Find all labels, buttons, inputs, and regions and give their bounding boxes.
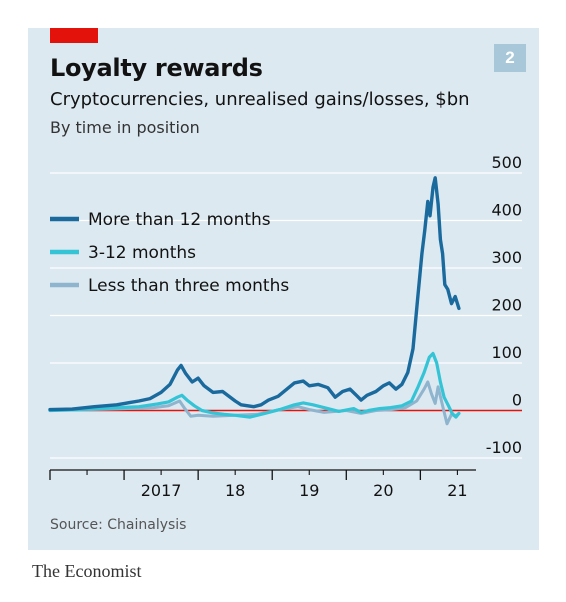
brand-red-tag [50,28,98,43]
series-line-more-than-12-months [48,176,461,412]
series-line-3-12-months [48,351,461,419]
axis-layer: -100 0 100 200 300 400 500 2017 18 19 20 21 [49,153,522,500]
series-layer [48,176,461,426]
x-tick-label: 18 [225,481,245,500]
x-tick-label: 20 [373,481,393,500]
chart-subtitle: Cryptocurrencies, unrealised gains/losse… [50,89,470,110]
legend-label: 3-12 months [88,243,196,263]
y-tick-label: 0 [512,391,522,410]
y-tick-label: 500 [491,153,522,172]
line-chart: -100 0 100 200 300 400 500 2017 18 19 20 21 More th… [48,153,522,500]
x-tick-label: 21 [447,481,467,500]
chart-title: Loyalty rewards [50,54,263,82]
legend-item-more-than-12-months: More than 12 months [50,210,271,230]
x-tick-label: 19 [299,481,319,500]
chart-panel: 2 Loyalty rewards Cryptocurrencies, unre… [28,28,539,550]
legend-label: More than 12 months [88,210,271,230]
legend-layer: More than 12 months 3-12 months Less than … [50,210,289,296]
source-note: Source: Chainalysis [50,517,187,533]
legend-item-less-than-three-months: Less than three months [50,276,289,296]
legend-item-3-12-months: 3-12 months [50,243,196,263]
chart-subsubtitle: By time in position [50,118,200,137]
legend-label: Less than three months [88,276,289,296]
y-tick-label: -100 [486,438,522,457]
y-tick-label: 300 [491,248,522,267]
chart-number-badge: 2 [494,44,526,72]
publisher-logo: The Economist [32,561,142,581]
y-tick-label: 100 [491,343,522,362]
y-tick-label: 200 [491,296,522,315]
y-tick-label: 400 [491,201,522,220]
x-tick-label: 2017 [141,481,182,500]
